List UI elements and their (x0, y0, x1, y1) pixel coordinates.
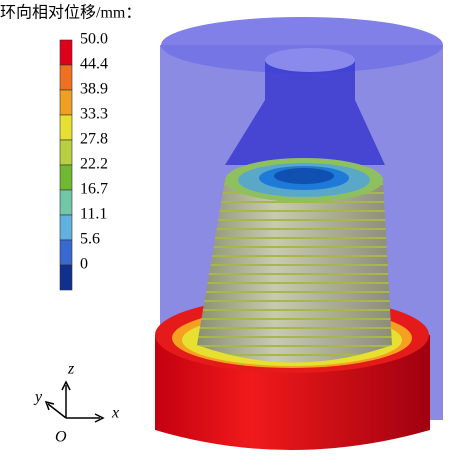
axis-label: y (33, 389, 43, 406)
legend-label: 33.3 (80, 106, 108, 123)
legend-label: 5.6 (80, 231, 100, 248)
legend-label: 11.1 (80, 206, 107, 223)
legend-label: 27.8 (80, 131, 108, 148)
legend-label: 0 (80, 256, 88, 273)
model (155, 17, 443, 450)
legend-label: 50.0 (80, 31, 108, 48)
color-swatch (59, 164, 73, 191)
color-swatch (59, 214, 73, 241)
color-swatch (59, 239, 73, 266)
axis-label: O (55, 429, 67, 446)
legend-title: 环向相对位移/mm： (0, 4, 141, 22)
legend-label: 38.9 (80, 81, 108, 98)
legend-label: 44.4 (80, 56, 108, 73)
legend-label: 22.2 (80, 156, 108, 173)
axis-label: x (111, 405, 119, 422)
color-swatch (59, 189, 73, 216)
color-swatch (59, 114, 73, 141)
color-swatch (59, 89, 73, 116)
axis-label: z (67, 361, 75, 378)
color-swatch (59, 39, 73, 66)
color-swatch (59, 64, 73, 91)
legend-label: 16.7 (80, 181, 108, 198)
axis-triad (44, 380, 105, 423)
color-swatch (59, 139, 73, 166)
color-swatch (59, 264, 73, 291)
